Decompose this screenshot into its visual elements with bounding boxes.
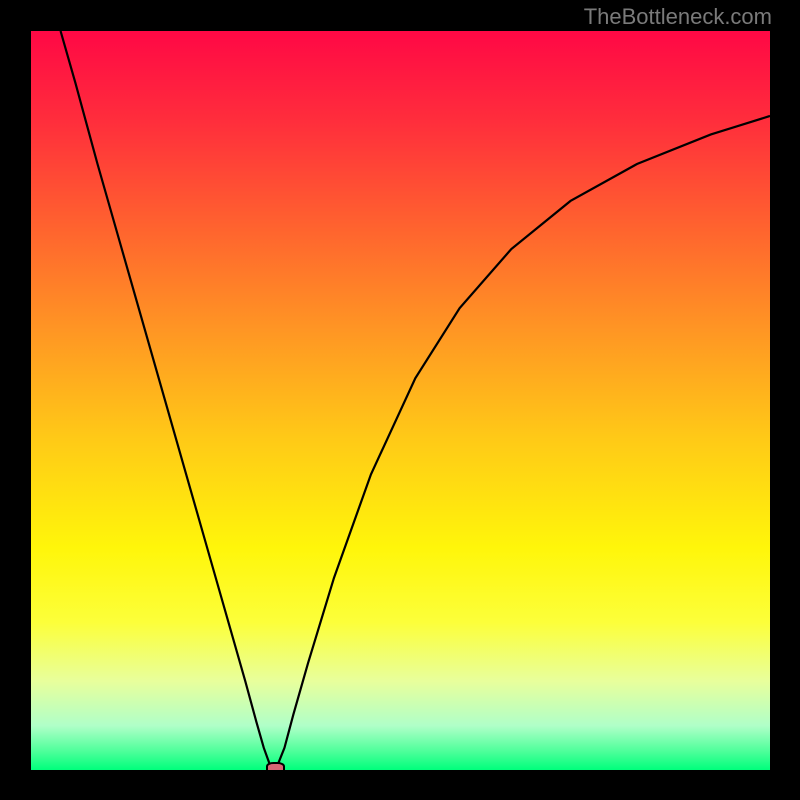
plot-area [31,31,770,770]
watermark-text: TheBottleneck.com [584,4,772,30]
minimum-marker [266,762,285,770]
bottleneck-curve-layer [31,31,770,770]
bottleneck-curve [61,31,770,766]
